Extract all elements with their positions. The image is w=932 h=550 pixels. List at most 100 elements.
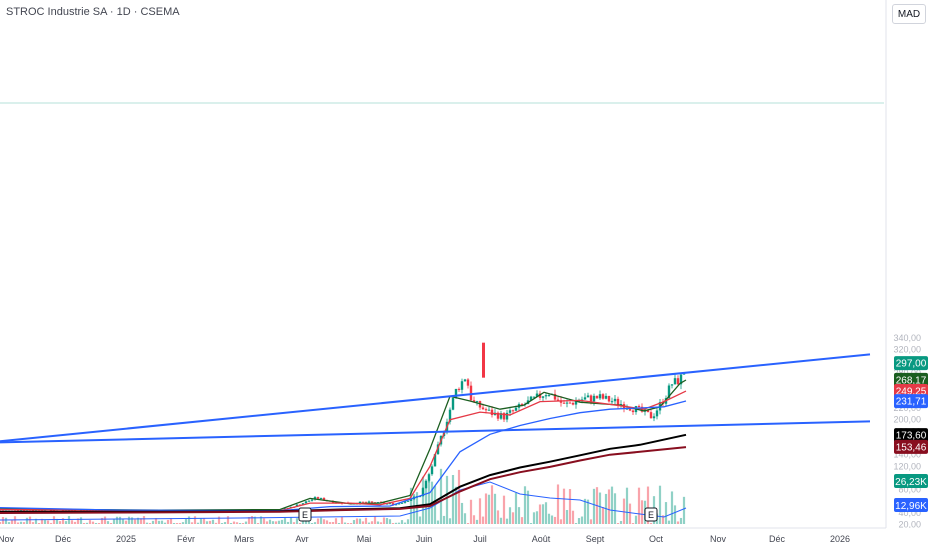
volume-bar (49, 522, 53, 524)
volume-bar (679, 517, 683, 524)
candle-body (544, 395, 548, 397)
volume-bar (229, 523, 233, 524)
volume-bar (574, 523, 578, 524)
volume-bar (34, 518, 38, 524)
candle-body (556, 399, 560, 401)
volume-bar (394, 522, 398, 524)
candle-body (427, 474, 431, 481)
volume-bar (79, 517, 83, 524)
candle-body (367, 501, 371, 503)
volume-bar (256, 523, 260, 524)
candle-body (487, 409, 491, 411)
candle-body (553, 393, 557, 400)
volume-bar (88, 520, 92, 524)
candle-body (403, 501, 407, 503)
volume-bar (427, 480, 431, 524)
candle-body (538, 393, 542, 398)
currency-button[interactable]: MAD (892, 4, 926, 24)
moving-average-line (0, 400, 687, 512)
event-marker-label: E (302, 510, 308, 520)
volume-bar (145, 522, 149, 524)
volume-bar (169, 518, 173, 524)
volume-bar (127, 516, 131, 524)
svg-text:12,96K: 12,96K (895, 501, 927, 512)
volume-bar (91, 521, 95, 524)
volume-bar (571, 510, 575, 524)
volume-bar (532, 512, 536, 524)
volume-bar (598, 492, 602, 524)
candle-body (397, 503, 401, 505)
time-axis[interactable] (0, 528, 932, 550)
price-label: 153,46 (894, 439, 928, 454)
volume-bar (457, 469, 461, 524)
volume-bar (19, 521, 23, 524)
volume-bar (586, 499, 590, 524)
volume-bar (535, 511, 539, 524)
event-marker[interactable]: E (644, 507, 658, 522)
candle-body (667, 385, 671, 399)
volume-bar (160, 520, 164, 524)
candle-body (511, 410, 515, 412)
candle-body (424, 480, 428, 489)
volume-bar (541, 504, 545, 524)
volume-bar (85, 522, 89, 524)
candle-body (610, 401, 614, 403)
volume-bar (139, 518, 143, 524)
candle-body (628, 408, 632, 411)
volume-bar (1, 516, 5, 524)
candle-body (679, 374, 683, 385)
y-tick-label: 120,00 (893, 461, 921, 471)
volume-bar (205, 521, 209, 524)
volume-bar (601, 506, 605, 524)
event-marker[interactable]: E (298, 507, 312, 522)
volume-bar (10, 520, 14, 524)
volume-bar (4, 517, 8, 524)
volume-bar (676, 521, 680, 524)
candle-body (649, 412, 653, 419)
x-axis-label: Déc (55, 534, 72, 544)
volume-bar (64, 521, 68, 524)
y-tick-label: 200,00 (893, 415, 921, 425)
volume-bar (109, 523, 113, 524)
volume-bar (373, 516, 377, 524)
trendline[interactable] (0, 420, 871, 444)
volume-bar (319, 517, 323, 524)
volume-bar (367, 522, 371, 524)
volume-bar (280, 519, 284, 524)
volume-bar (295, 518, 299, 524)
volume-bar (418, 516, 422, 524)
candle-body (541, 396, 545, 398)
volume-bar (640, 500, 644, 524)
volume-bar (322, 519, 326, 524)
trendline[interactable] (0, 353, 871, 443)
volume-bar (487, 494, 491, 524)
volume-bar (262, 518, 266, 524)
candle-body (364, 502, 368, 504)
volume-bar (172, 523, 176, 524)
svg-text:153,46: 153,46 (896, 442, 927, 453)
volume-bar (520, 517, 524, 524)
volume-bar (610, 486, 614, 524)
candle-body (529, 396, 533, 401)
volume-bar (538, 504, 542, 524)
svg-text:249,25: 249,25 (896, 386, 927, 397)
volume-bar (70, 520, 74, 524)
volume-bar (61, 518, 65, 524)
x-axis-label: Août (532, 534, 551, 544)
volume-bar (112, 519, 116, 524)
volume-bar (181, 522, 185, 524)
y-tick-label: 80,00 (898, 485, 921, 495)
volume-bar (562, 488, 566, 524)
volume-bar (589, 519, 593, 524)
volume-bar (637, 487, 641, 524)
volume-bar (364, 517, 368, 524)
volume-bar (289, 517, 293, 524)
volume-bar (673, 505, 677, 524)
candle-body (382, 502, 386, 504)
x-axis-label: Juin (416, 534, 433, 544)
candle-body (616, 398, 620, 406)
x-axis-label: Févr (177, 534, 195, 544)
candle-body (433, 454, 437, 467)
trendlines[interactable] (0, 353, 871, 444)
